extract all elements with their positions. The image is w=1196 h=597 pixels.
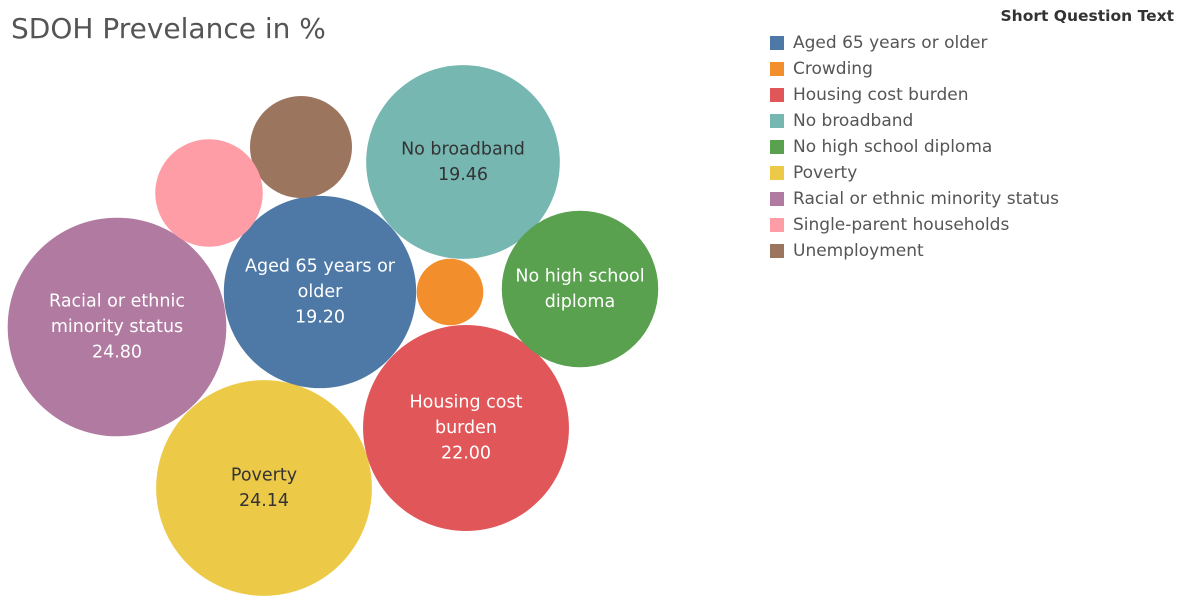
bubble-circle[interactable] bbox=[223, 195, 417, 389]
legend-item[interactable]: Crowding bbox=[770, 56, 1059, 82]
legend-swatch bbox=[770, 62, 784, 76]
legend-label: Aged 65 years or older bbox=[793, 33, 988, 53]
bubble-circle[interactable] bbox=[416, 258, 484, 326]
legend-swatch bbox=[770, 244, 784, 258]
legend-swatch bbox=[770, 88, 784, 102]
bubble-single-parent-households[interactable] bbox=[155, 139, 263, 247]
bubble-racial-or-ethnic-minority-status[interactable]: Racial or ethnic minority status 24.80 bbox=[7, 217, 227, 437]
legend-item[interactable]: No high school diploma bbox=[770, 134, 1059, 160]
legend-swatch bbox=[770, 36, 784, 50]
legend-label: Unemployment bbox=[793, 241, 924, 261]
bubble-value-label: 24.80 bbox=[92, 343, 142, 363]
bubble-value-label: 22.00 bbox=[441, 444, 491, 464]
legend-title: Short Question Text bbox=[1000, 7, 1174, 25]
legend-item[interactable]: Aged 65 years or older bbox=[770, 30, 1059, 56]
legend-label: No broadband bbox=[793, 111, 914, 131]
legend-swatch bbox=[770, 166, 784, 180]
bubble-label: Aged 65 years or bbox=[245, 257, 396, 277]
legend-items: Aged 65 years or older Crowding Housing … bbox=[770, 30, 1059, 264]
bubble-label: Poverty bbox=[231, 465, 297, 485]
bubble-value-label: 19.46 bbox=[438, 165, 488, 185]
legend-item[interactable]: Poverty bbox=[770, 160, 1059, 186]
legend-item[interactable]: No broadband bbox=[770, 108, 1059, 134]
bubble-circle[interactable] bbox=[155, 139, 263, 247]
bubble-circle[interactable] bbox=[156, 380, 372, 596]
bubble-circle[interactable] bbox=[7, 217, 227, 437]
bubble-label: older bbox=[298, 282, 343, 302]
bubble-aged-65-years-or-older[interactable]: Aged 65 years or older 19.20 bbox=[223, 195, 417, 389]
bubble-circle[interactable] bbox=[249, 95, 353, 199]
bubble-label: No high school bbox=[515, 266, 644, 286]
legend-swatch bbox=[770, 140, 784, 154]
legend-item[interactable]: Single-parent households bbox=[770, 212, 1059, 238]
legend-item[interactable]: Housing cost burden bbox=[770, 82, 1059, 108]
legend-label: No high school diploma bbox=[793, 137, 993, 157]
bubble-circle[interactable] bbox=[501, 210, 659, 368]
bubble-label: diploma bbox=[545, 292, 615, 312]
legend: Short Question Text Aged 65 years or old… bbox=[770, 4, 1190, 274]
bubble-housing-cost-burden[interactable]: Housing cost burden 22.00 bbox=[363, 325, 569, 531]
legend-label: Crowding bbox=[793, 59, 873, 79]
bubble-label: Housing cost bbox=[409, 393, 522, 413]
bubble-poverty[interactable]: Poverty 24.14 bbox=[156, 380, 372, 596]
bubble-crowding[interactable] bbox=[416, 258, 484, 326]
bubble-unemployment[interactable] bbox=[249, 95, 353, 199]
bubble-no-high-school-diploma[interactable]: No high school diploma bbox=[501, 210, 659, 368]
legend-swatch bbox=[770, 192, 784, 206]
bubble-no-broadband[interactable]: No broadband 19.46 bbox=[366, 65, 560, 259]
legend-label: Housing cost burden bbox=[793, 85, 969, 105]
bubble-label: Racial or ethnic bbox=[49, 292, 185, 312]
legend-swatch bbox=[770, 114, 784, 128]
bubble-label: burden bbox=[435, 418, 497, 438]
legend-item[interactable]: Unemployment bbox=[770, 238, 1059, 264]
bubble-chart: Racial or ethnic minority status 24.80 Pove… bbox=[7, 65, 659, 596]
bubble-value-label: 24.14 bbox=[239, 491, 289, 511]
bubble-value-label: 19.20 bbox=[295, 308, 345, 328]
legend-item[interactable]: Racial or ethnic minority status bbox=[770, 186, 1059, 212]
legend-label: Single-parent households bbox=[793, 215, 1010, 235]
bubble-circle[interactable] bbox=[366, 65, 560, 259]
bubble-circle[interactable] bbox=[363, 325, 569, 531]
legend-label: Poverty bbox=[793, 163, 858, 183]
bubble-label: minority status bbox=[51, 317, 183, 337]
chart-title: SDOH Prevelance in % bbox=[11, 12, 326, 45]
legend-label: Racial or ethnic minority status bbox=[793, 189, 1059, 209]
legend-swatch bbox=[770, 218, 784, 232]
bubble-label: No broadband bbox=[401, 139, 525, 159]
